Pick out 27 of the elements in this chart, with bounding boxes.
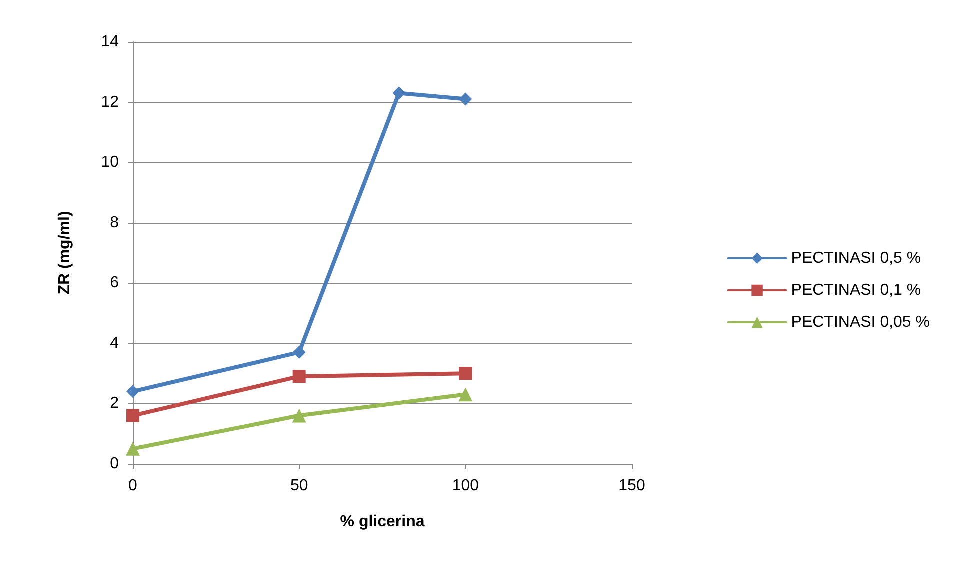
y-tick-label: 4 bbox=[110, 334, 120, 352]
point bbox=[126, 442, 140, 456]
x-tick-label: 100 bbox=[452, 478, 480, 494]
y-tick-label: 6 bbox=[110, 274, 120, 292]
y-tick-label: 12 bbox=[101, 94, 120, 111]
x-tick-label: 150 bbox=[618, 478, 646, 494]
x-axis-title: % glicerina bbox=[340, 514, 425, 530]
y-axis-title: ZR (mg/ml) bbox=[56, 211, 74, 295]
point bbox=[126, 385, 140, 398]
point bbox=[459, 367, 472, 380]
point bbox=[292, 408, 306, 423]
point bbox=[459, 92, 472, 106]
y-tick-label: 10 bbox=[101, 154, 120, 172]
legend-label: PECTINASI 0,05 % bbox=[791, 314, 930, 331]
y-tick-label: 0 bbox=[110, 456, 120, 472]
legend-label: PECTINASI 0,1 % bbox=[791, 282, 922, 299]
point bbox=[292, 370, 306, 384]
point bbox=[292, 346, 306, 359]
x-tick-label: 0 bbox=[128, 478, 138, 494]
y-tick-label: 2 bbox=[110, 395, 120, 412]
legend-label: PECTINASI 0,5 % bbox=[791, 250, 922, 267]
y-tick-label: 8 bbox=[110, 214, 120, 232]
point bbox=[126, 409, 140, 422]
x-tick-label: 50 bbox=[290, 478, 308, 494]
point bbox=[392, 86, 406, 100]
point bbox=[458, 388, 473, 402]
y-tick-label: 14 bbox=[101, 34, 120, 50]
